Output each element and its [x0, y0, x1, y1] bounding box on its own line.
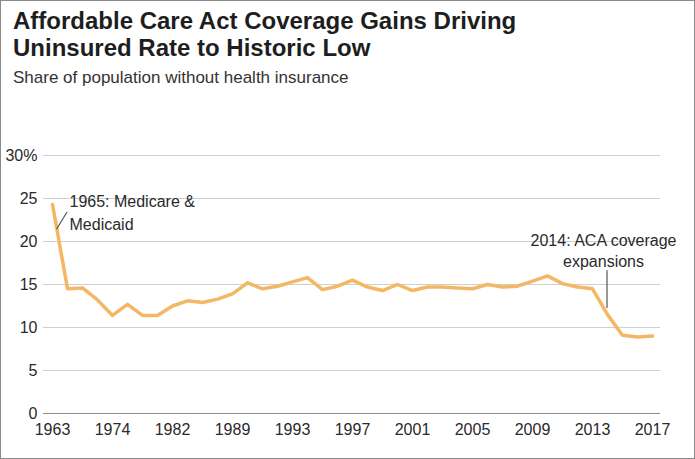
svg-text:2017: 2017: [635, 421, 671, 438]
svg-text:1982: 1982: [155, 421, 191, 438]
svg-text:1997: 1997: [335, 421, 371, 438]
svg-text:30%: 30%: [5, 147, 37, 164]
svg-text:1963: 1963: [35, 421, 71, 438]
svg-text:2001: 2001: [395, 421, 431, 438]
svg-text:2005: 2005: [455, 421, 491, 438]
svg-text:1965: Medicare &Medicaid: 1965: Medicare &Medicaid: [70, 193, 196, 233]
svg-text:25: 25: [20, 190, 38, 207]
svg-text:15: 15: [20, 276, 38, 293]
svg-text:2009: 2009: [515, 421, 551, 438]
svg-text:1974: 1974: [95, 421, 131, 438]
svg-text:1989: 1989: [215, 421, 251, 438]
html-text:Affordable Care Act Coverage G: Affordable Care Act Coverage Gains Drivi…: [13, 7, 517, 61]
svg-text:1993: 1993: [275, 421, 311, 438]
svg-text:5: 5: [29, 362, 38, 379]
svg-text:10: 10: [20, 319, 38, 336]
html-text:Share of population without he: Share of population without health insur…: [13, 68, 349, 87]
svg-text:0: 0: [29, 405, 38, 422]
svg-text:2013: 2013: [575, 421, 611, 438]
svg-text:2014: ACA coverageexpansions: 2014: ACA coverageexpansions: [531, 232, 677, 270]
svg-text:20: 20: [20, 233, 38, 250]
